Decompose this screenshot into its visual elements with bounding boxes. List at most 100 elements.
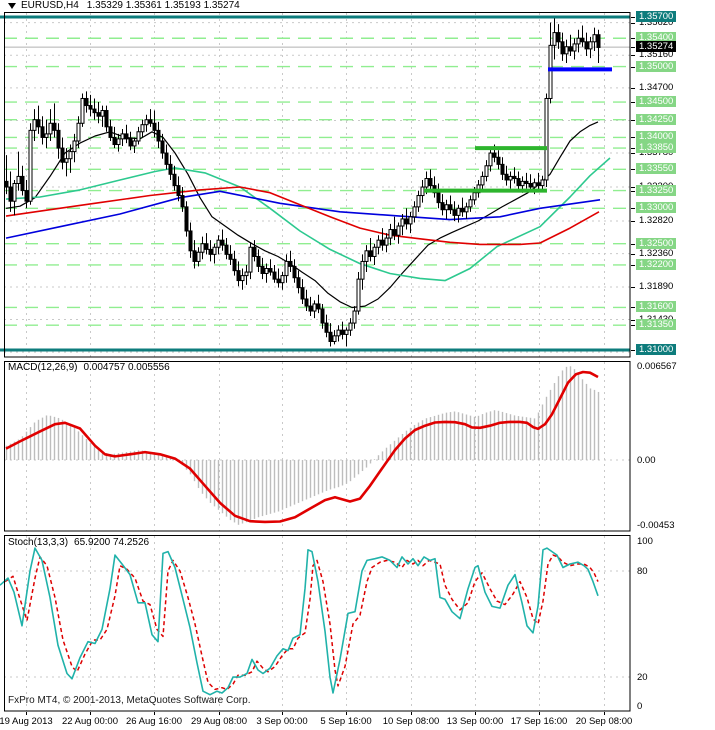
candle-body-down <box>340 329 345 335</box>
candle-body-up <box>68 151 73 160</box>
candle <box>232 250 237 276</box>
candle <box>28 123 33 205</box>
chart-title: EURUSD,H4 1.35329 1.35361 1.35193 1.3527… <box>8 0 240 11</box>
candle <box>468 195 473 212</box>
candle <box>484 160 489 182</box>
candle-body-down <box>496 156 501 165</box>
candle <box>272 264 277 283</box>
candle <box>592 27 597 52</box>
candle <box>40 116 45 145</box>
price-label-green: 1.32500 <box>636 238 677 249</box>
price-axis-tick <box>631 325 635 326</box>
candle <box>200 236 205 260</box>
candle <box>80 93 85 127</box>
candle <box>116 133 121 152</box>
candle <box>504 165 509 186</box>
candle <box>428 169 433 191</box>
price-label-green: 1.33550 <box>636 163 677 174</box>
candle-body-up <box>464 206 469 213</box>
price-label-plain: 1.35160 <box>639 49 674 60</box>
time-axis-tick <box>219 712 220 715</box>
candle <box>372 243 377 265</box>
candle <box>240 268 245 290</box>
candle-body-up <box>532 182 537 188</box>
candle-body-up <box>244 271 249 277</box>
time-axis-tick <box>282 712 283 715</box>
candle <box>548 22 553 104</box>
candle <box>4 155 9 195</box>
candle <box>556 24 561 49</box>
candle <box>316 294 321 314</box>
time-label: 20 Sep 08:00 <box>575 716 633 727</box>
candle <box>164 144 169 170</box>
candle-body-up <box>144 119 149 126</box>
candle <box>348 318 353 336</box>
price-axis-tick <box>631 47 635 48</box>
candle-body-up <box>564 46 569 55</box>
stoch-values: 65.9200 74.2526 <box>74 537 150 548</box>
candle-body-down <box>324 322 329 333</box>
stoch-name: Stoch(13,3,3) <box>8 537 69 548</box>
candle <box>156 121 161 149</box>
price-axis-tick <box>631 55 635 56</box>
candle-body-up <box>540 179 545 187</box>
time-label: 19 Aug 2013 <box>0 716 53 727</box>
candle <box>52 103 57 138</box>
candle-body-down <box>300 287 305 300</box>
candle <box>88 94 93 117</box>
candle <box>420 179 425 203</box>
candle-body-down <box>92 108 97 114</box>
candle <box>64 148 69 177</box>
candle-body-down <box>184 206 189 232</box>
candle <box>84 91 89 113</box>
candle-body-down <box>220 239 225 246</box>
time-axis[interactable]: 19 Aug 2013 22 Aug 00:00 26 Aug 16:00 29 Au… <box>0 712 715 730</box>
candle-body-up <box>48 122 53 135</box>
candle-body-up <box>100 110 105 117</box>
candle <box>552 18 557 60</box>
candle-body-up <box>212 246 217 255</box>
candle-body-up <box>28 129 33 202</box>
price-axis[interactable]: 1.35700 1.35620 1.35400 1.35274 1.35160 1.350… <box>631 0 715 712</box>
candle-body-down <box>560 41 565 55</box>
price-label-teal: 1.35700 <box>636 11 677 22</box>
candle <box>528 174 533 191</box>
candle-body-up <box>412 206 417 218</box>
candle <box>8 171 13 212</box>
macd-axis-label: 0.00 <box>637 455 656 466</box>
price-label-green: 1.33250 <box>636 185 677 196</box>
macd-panel-canvas[interactable] <box>0 361 631 532</box>
price-chart-canvas[interactable] <box>0 12 631 358</box>
price-axis-tick <box>631 102 635 103</box>
candle-body-up <box>456 207 461 216</box>
candle-body-down <box>96 112 101 117</box>
candle-body-down <box>316 303 321 310</box>
candle-body-up <box>548 44 553 99</box>
candle-body-up <box>16 175 21 184</box>
candle-body-up <box>544 97 549 181</box>
candle <box>572 38 577 60</box>
candle-body-down <box>568 46 573 52</box>
candle <box>68 144 73 173</box>
price-axis-tick <box>631 153 635 154</box>
candle <box>384 233 389 253</box>
time-label: 13 Sep 00:00 <box>446 716 504 727</box>
candle-body-down <box>272 271 277 280</box>
price-axis-tick <box>631 148 635 149</box>
candle-body-down <box>524 180 529 184</box>
stoch-d-line <box>4 554 599 691</box>
time-axis-tick <box>154 712 155 715</box>
candle <box>516 171 521 191</box>
candle <box>340 321 345 340</box>
stoch-panel-canvas[interactable] <box>0 535 631 712</box>
symbol-dropdown-icon[interactable] <box>8 2 16 9</box>
candle-body-up <box>80 97 85 124</box>
candle <box>224 238 229 260</box>
candle-body-up <box>396 225 401 236</box>
candle-body-up <box>388 229 393 239</box>
candle-body-up <box>520 180 525 187</box>
candle-body-up <box>592 34 597 43</box>
candle-body-up <box>216 239 221 248</box>
candle-body-down <box>180 195 185 208</box>
candle <box>328 323 333 347</box>
